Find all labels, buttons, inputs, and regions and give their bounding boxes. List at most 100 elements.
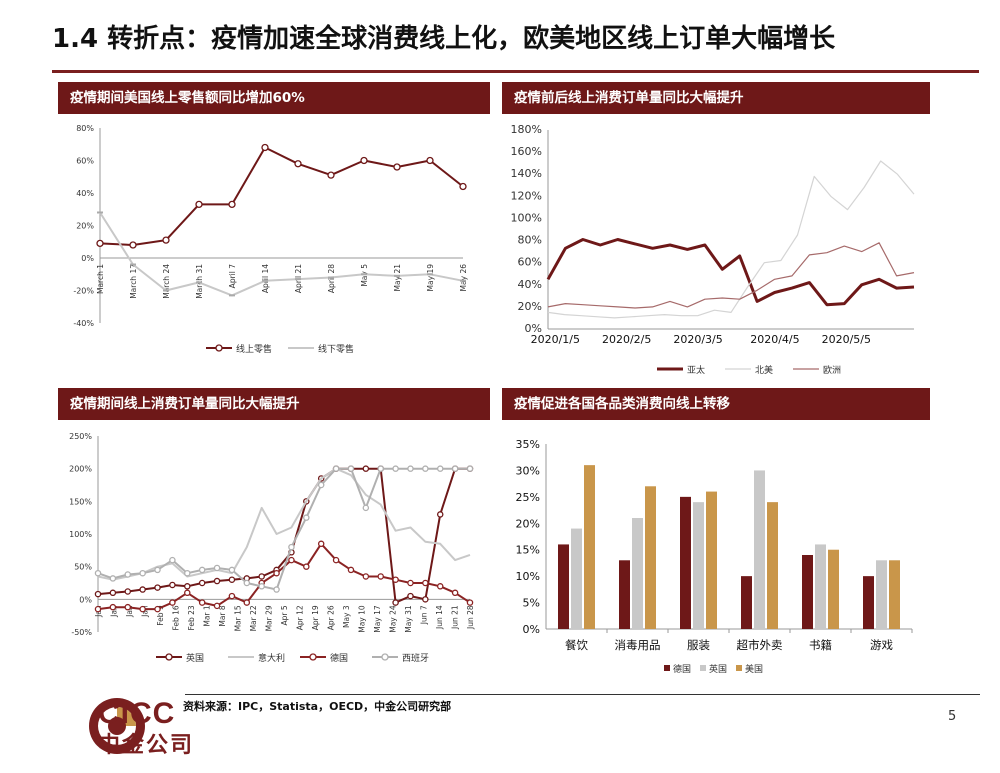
y-tick-label: -20% — [73, 287, 94, 296]
y-tick-label: 200% — [69, 465, 92, 474]
legend-label: 德国 — [330, 652, 348, 664]
x-tick-label: 2020/1/5 — [531, 333, 580, 346]
bar-1 — [815, 544, 826, 629]
x-tick-label: 游戏 — [870, 638, 893, 652]
logo-text-cn: 中金公司 — [98, 733, 195, 758]
y-tick-label: 140% — [511, 167, 542, 180]
data-point-2 — [466, 599, 474, 606]
data-point-3 — [273, 586, 280, 593]
bar-0 — [558, 544, 569, 629]
bar-1 — [876, 560, 887, 629]
legend-swatch — [736, 665, 742, 671]
legend-label: 美国 — [745, 663, 763, 675]
x-tick-label: 2020/5/5 — [822, 333, 871, 346]
legend-marker — [381, 653, 389, 661]
source-note: 资料来源：IPC，Statista，OECD，中金公司研究部 — [183, 700, 452, 713]
x-tick-label: May 19 — [426, 264, 435, 292]
x-tick-label: Apr 19 — [311, 605, 320, 630]
y-tick-label: 25% — [516, 491, 540, 504]
data-point-0 — [426, 156, 434, 165]
x-tick-label: April 14 — [261, 264, 270, 293]
series-line-2 — [547, 242, 915, 309]
legend-label: 英国 — [186, 652, 204, 664]
x-tick-label: May 10 — [358, 605, 367, 633]
data-point-2 — [317, 540, 325, 548]
chart3-order-volume-countries: -50%0%50%100%150%200%250%JanJanJanJanFeb… — [69, 432, 475, 664]
y-tick-label: 60% — [76, 157, 94, 166]
x-tick-label: Mar 15 — [234, 605, 243, 631]
data-point-2 — [94, 605, 102, 613]
data-point-0 — [407, 592, 414, 600]
bar-1 — [754, 470, 765, 629]
y-tick-label: 0% — [81, 254, 94, 263]
data-point-3 — [258, 583, 265, 590]
x-tick-label: 服装 — [687, 638, 710, 652]
data-point-2 — [198, 599, 206, 606]
y-tick-label: 180% — [511, 123, 542, 136]
data-point-3 — [422, 465, 429, 472]
x-tick-label: 消毒用品 — [615, 638, 661, 652]
data-point-2 — [392, 576, 399, 583]
data-point-2 — [451, 589, 459, 597]
x-tick-label: Mar 8 — [218, 605, 227, 627]
x-tick-label: May 24 — [389, 605, 398, 633]
y-tick-label: 15% — [516, 544, 540, 557]
x-tick-label: 超市外卖 — [737, 638, 783, 652]
x-tick-label: March 17 — [129, 264, 138, 299]
legend-label: 亚太 — [687, 364, 705, 376]
y-tick-label: 40% — [76, 189, 94, 198]
data-point-2 — [154, 605, 161, 613]
data-point-0 — [294, 160, 302, 168]
data-point-2 — [139, 605, 146, 613]
y-tick-label: 0% — [79, 595, 92, 604]
data-point-3 — [362, 504, 370, 512]
data-point-3 — [228, 566, 236, 574]
data-point-3 — [303, 514, 310, 521]
title-divider — [52, 70, 979, 73]
data-point-3 — [169, 556, 176, 564]
data-point-2 — [332, 556, 340, 564]
x-tick-label: Jun 28 — [466, 605, 475, 630]
data-point-0 — [422, 596, 429, 603]
data-point-2 — [169, 599, 176, 606]
legend-label: 意大利 — [258, 652, 285, 664]
bar-1 — [632, 518, 643, 629]
y-tick-label: 250% — [69, 432, 92, 441]
data-point-0 — [228, 576, 236, 583]
legend-swatch — [664, 665, 670, 671]
y-tick-label: 30% — [516, 464, 540, 477]
x-tick-label: Apr 5 — [280, 605, 289, 625]
y-tick-label: 20% — [518, 300, 542, 313]
x-tick-label: Jan — [125, 605, 134, 618]
x-tick-label: Jun 7 — [420, 605, 429, 625]
y-tick-label: 100% — [511, 211, 542, 224]
y-tick-label: 35% — [516, 438, 540, 451]
x-tick-label: March 24 — [162, 264, 171, 299]
y-tick-label: 160% — [511, 145, 542, 158]
x-tick-label: March 31 — [195, 264, 204, 299]
data-point-2 — [213, 602, 221, 610]
data-point-3 — [139, 569, 146, 577]
x-tick-label: Jun 21 — [451, 605, 460, 630]
data-point-0 — [184, 583, 191, 590]
y-tick-label: 120% — [511, 189, 542, 202]
data-point-2 — [184, 589, 191, 597]
legend-marker — [309, 653, 317, 661]
y-tick-label: -40% — [73, 319, 94, 328]
bar-2 — [706, 491, 717, 629]
data-point-2 — [109, 603, 117, 611]
bar-0 — [680, 496, 691, 629]
data-point-2 — [243, 599, 251, 606]
data-point-2 — [228, 592, 236, 600]
y-tick-label: 5% — [523, 597, 540, 610]
bar-1 — [571, 528, 582, 629]
data-point-3 — [124, 571, 132, 578]
data-point-0 — [258, 573, 265, 580]
data-point-3 — [436, 465, 444, 472]
x-tick-label: Apr 26 — [327, 605, 336, 630]
x-tick-label: Jan — [110, 605, 119, 618]
bar-0 — [863, 576, 874, 629]
footer-divider — [185, 694, 980, 695]
data-point-3 — [377, 465, 384, 472]
y-tick-label: 0% — [525, 322, 542, 335]
